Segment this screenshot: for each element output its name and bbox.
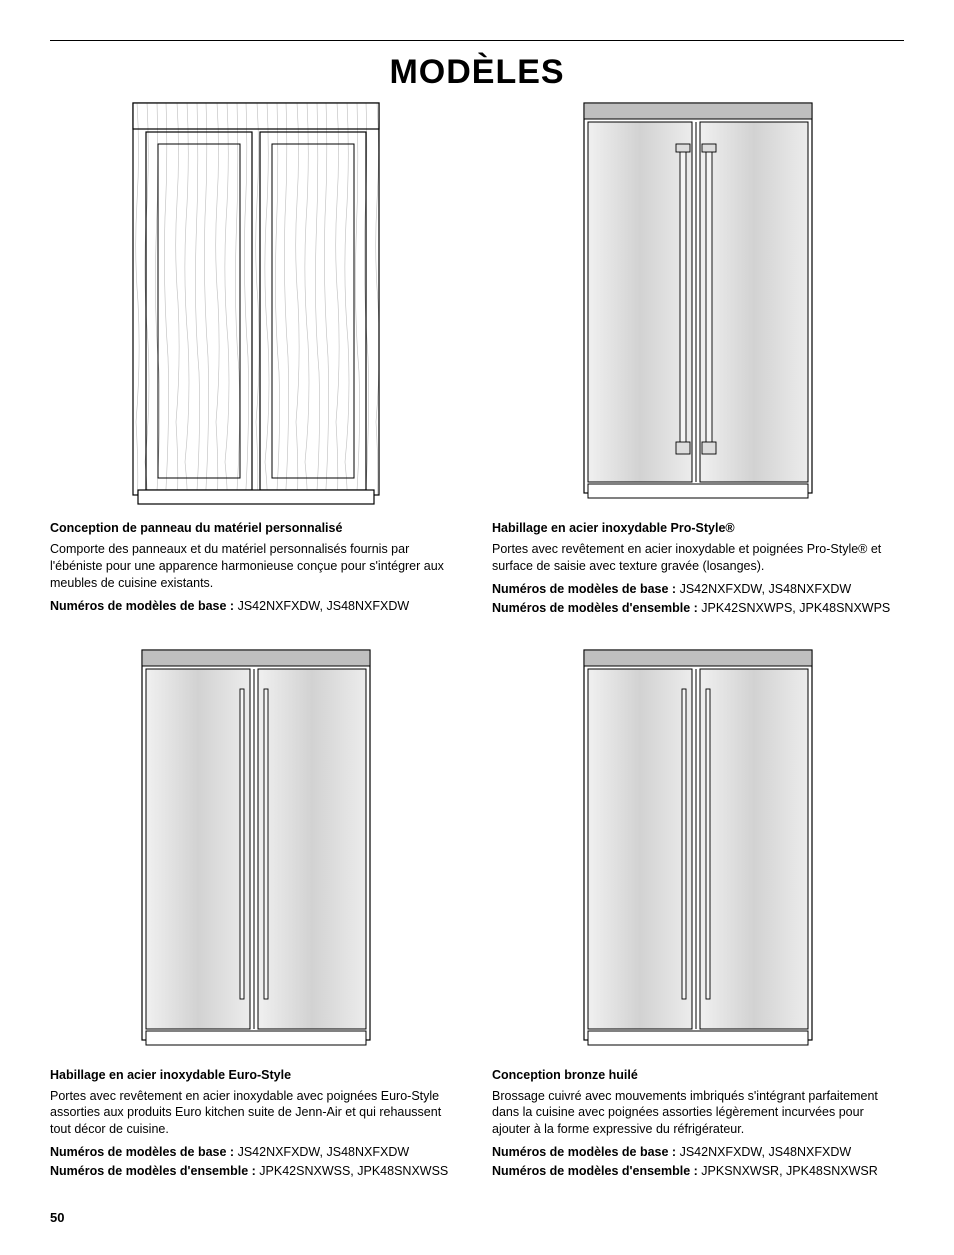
model-kit-line: Numéros de modèles d'ensemble : JPK42SNX… <box>492 600 904 617</box>
model-desc: Brossage cuivré avec mouvements imbriqué… <box>492 1088 904 1139</box>
model-base-line: Numéros de modèles de base : JS42NXFXDW,… <box>50 598 462 615</box>
model-block-0: Conception de panneau du matériel person… <box>50 102 462 619</box>
model-block-2: Habillage en acier inoxydable Euro-Style… <box>50 649 462 1182</box>
base-label: Numéros de modèles de base : <box>50 1145 234 1159</box>
kit-value: JPK42SNXWSS, JPK48SNXWSS <box>259 1164 448 1178</box>
model-block-3: Conception bronze huilé Brossage cuivré … <box>492 649 904 1182</box>
page-title: MODÈLES <box>50 53 904 92</box>
base-label: Numéros de modèles de base : <box>50 599 234 613</box>
illustration-steel-pro <box>492 102 904 507</box>
model-title: Conception de panneau du matériel person… <box>50 521 462 535</box>
model-title: Habillage en acier inoxydable Euro-Style <box>50 1068 462 1082</box>
model-kit-line: Numéros de modèles d'ensemble : JPK42SNX… <box>50 1163 462 1180</box>
model-title: Conception bronze huilé <box>492 1068 904 1082</box>
model-desc: Comporte des panneaux et du matériel per… <box>50 541 462 592</box>
kit-label: Numéros de modèles d'ensemble : <box>50 1164 256 1178</box>
illustration-wood-panel <box>50 102 462 507</box>
base-value: JS42NXFXDW, JS48NXFXDW <box>680 582 852 596</box>
base-label: Numéros de modèles de base : <box>492 582 676 596</box>
kit-label: Numéros de modèles d'ensemble : <box>492 601 698 615</box>
kit-value: JPKSNXWSR, JPK48SNXWSR <box>701 1164 877 1178</box>
models-grid: Conception de panneau du matériel person… <box>50 102 904 1182</box>
kit-label: Numéros de modèles d'ensemble : <box>492 1164 698 1178</box>
page-number: 50 <box>50 1210 904 1225</box>
model-base-line: Numéros de modèles de base : JS42NXFXDW,… <box>492 581 904 598</box>
model-title: Habillage en acier inoxydable Pro-Style® <box>492 521 904 535</box>
kit-value: JPK42SNXWPS, JPK48SNXWPS <box>701 601 890 615</box>
illustration-bronze <box>492 649 904 1054</box>
base-value: JS42NXFXDW, JS48NXFXDW <box>680 1145 852 1159</box>
model-desc: Portes avec revêtement en acier inoxydab… <box>50 1088 462 1139</box>
top-rule <box>50 40 904 41</box>
model-base-line: Numéros de modèles de base : JS42NXFXDW,… <box>50 1144 462 1161</box>
base-value: JS42NXFXDW, JS48NXFXDW <box>238 599 410 613</box>
base-label: Numéros de modèles de base : <box>492 1145 676 1159</box>
base-value: JS42NXFXDW, JS48NXFXDW <box>238 1145 410 1159</box>
illustration-steel-euro <box>50 649 462 1054</box>
model-block-1: Habillage en acier inoxydable Pro-Style®… <box>492 102 904 619</box>
model-desc: Portes avec revêtement en acier inoxydab… <box>492 541 904 575</box>
model-base-line: Numéros de modèles de base : JS42NXFXDW,… <box>492 1144 904 1161</box>
model-kit-line: Numéros de modèles d'ensemble : JPKSNXWS… <box>492 1163 904 1180</box>
